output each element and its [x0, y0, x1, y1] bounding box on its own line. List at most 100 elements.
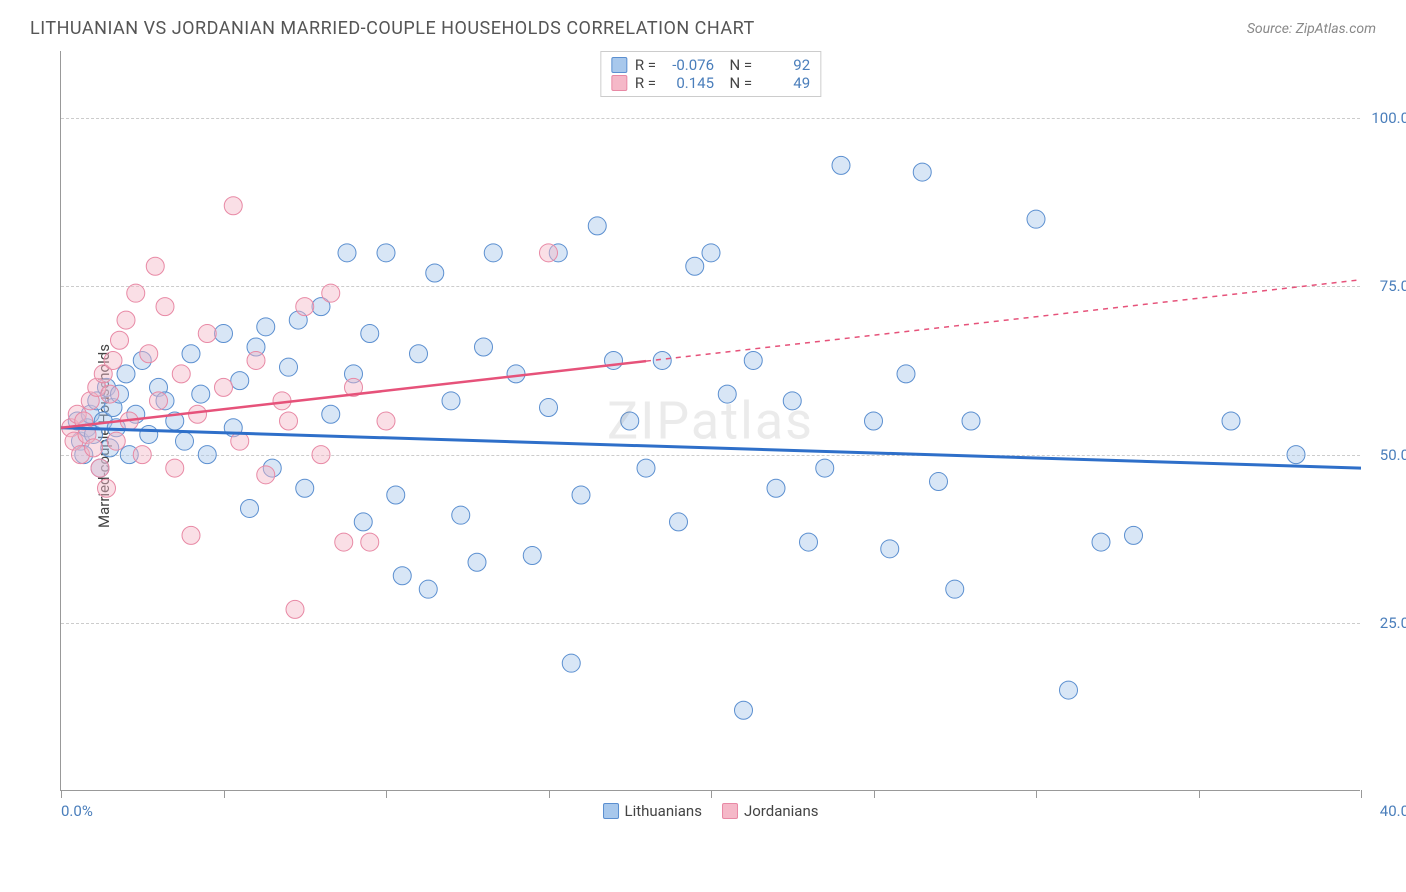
legend-stats-row: R = -0.076 N = 92 [611, 56, 810, 74]
data-point [189, 405, 207, 423]
data-point [702, 244, 720, 262]
data-point [475, 338, 493, 356]
data-point [215, 378, 233, 396]
data-point [426, 264, 444, 282]
data-point [962, 412, 980, 430]
chart-container: Married-couple Households ZIPatlas 25.0%… [60, 51, 1376, 821]
data-point [1125, 526, 1143, 544]
data-point [377, 412, 395, 430]
data-point [452, 506, 470, 524]
data-point [176, 432, 194, 450]
data-point [735, 701, 753, 719]
data-point [744, 351, 762, 369]
data-point [670, 513, 688, 531]
data-point [653, 351, 671, 369]
data-point [1222, 412, 1240, 430]
data-point [686, 257, 704, 275]
data-point [913, 163, 931, 181]
legend-stats-row: R = 0.145 N = 49 [611, 74, 810, 92]
trend-line-extrapolated [646, 280, 1361, 361]
data-point [166, 459, 184, 477]
data-point [881, 540, 899, 558]
data-point [140, 425, 158, 443]
data-point [621, 412, 639, 430]
data-point [117, 311, 135, 329]
data-point [117, 365, 135, 383]
data-point [468, 553, 486, 571]
data-point [296, 298, 314, 316]
data-point [361, 325, 379, 343]
x-tick [61, 790, 62, 798]
data-point [85, 439, 103, 457]
data-point [182, 526, 200, 544]
data-point [540, 244, 558, 262]
data-point [377, 244, 395, 262]
y-tick-label: 75.0% [1380, 277, 1406, 295]
data-point [338, 244, 356, 262]
chart-title: LITHUANIAN VS JORDANIAN MARRIED-COUPLE H… [30, 18, 755, 39]
data-point [322, 405, 340, 423]
data-point [484, 244, 502, 262]
data-point [140, 345, 158, 363]
data-point [198, 325, 216, 343]
y-tick-label: 25.0% [1380, 614, 1406, 632]
data-point [946, 580, 964, 598]
data-point [897, 365, 915, 383]
data-point [1092, 533, 1110, 551]
data-point [133, 446, 151, 464]
data-point [588, 217, 606, 235]
legend-series: Lithuanians Jordanians [603, 802, 819, 820]
header: LITHUANIAN VS JORDANIAN MARRIED-COUPLE H… [0, 0, 1406, 51]
data-point [637, 459, 655, 477]
plot-area: ZIPatlas 25.0%50.0%75.0%100.0% R = -0.07… [60, 51, 1360, 791]
y-tick-label: 100.0% [1371, 109, 1406, 127]
y-tick-label: 50.0% [1380, 446, 1406, 464]
data-point [361, 533, 379, 551]
legend-swatch [722, 803, 738, 819]
data-point [257, 466, 275, 484]
data-point [280, 412, 298, 430]
stat-n-value: 92 [760, 56, 810, 74]
data-point [393, 567, 411, 585]
data-point [335, 533, 353, 551]
legend-label: Lithuanians [625, 802, 702, 820]
legend-label: Jordanians [744, 802, 819, 820]
x-tick [1036, 790, 1037, 798]
stat-r-label: R = [635, 56, 656, 74]
data-point [172, 365, 190, 383]
legend-item: Jordanians [722, 802, 819, 820]
data-point [98, 479, 116, 497]
data-point [146, 257, 164, 275]
data-point [865, 412, 883, 430]
data-point [1060, 681, 1078, 699]
scatter-plot [61, 51, 1361, 791]
x-tick [224, 790, 225, 798]
x-tick [711, 790, 712, 798]
data-point [104, 351, 122, 369]
data-point [800, 533, 818, 551]
data-point [523, 547, 541, 565]
x-axis-min-label: 0.0% [61, 802, 93, 820]
legend-swatch [611, 57, 627, 73]
data-point [286, 600, 304, 618]
data-point [507, 365, 525, 383]
data-point [718, 385, 736, 403]
x-tick [386, 790, 387, 798]
source-attribution: Source: ZipAtlas.com [1247, 21, 1376, 37]
data-point [930, 473, 948, 491]
data-point [540, 399, 558, 417]
data-point [150, 392, 168, 410]
data-point [247, 351, 265, 369]
data-point [215, 325, 233, 343]
data-point [241, 499, 259, 517]
legend-stats: R = -0.076 N = 92 R = 0.145 N = 49 [600, 51, 821, 97]
x-tick [874, 790, 875, 798]
data-point [767, 479, 785, 497]
x-axis-max-label: 40.0% [1380, 802, 1406, 820]
stat-n-label: N = [722, 56, 752, 74]
data-point [101, 385, 119, 403]
data-point [442, 392, 460, 410]
data-point [322, 284, 340, 302]
data-point [111, 331, 129, 349]
stat-n-label: N = [722, 74, 752, 92]
